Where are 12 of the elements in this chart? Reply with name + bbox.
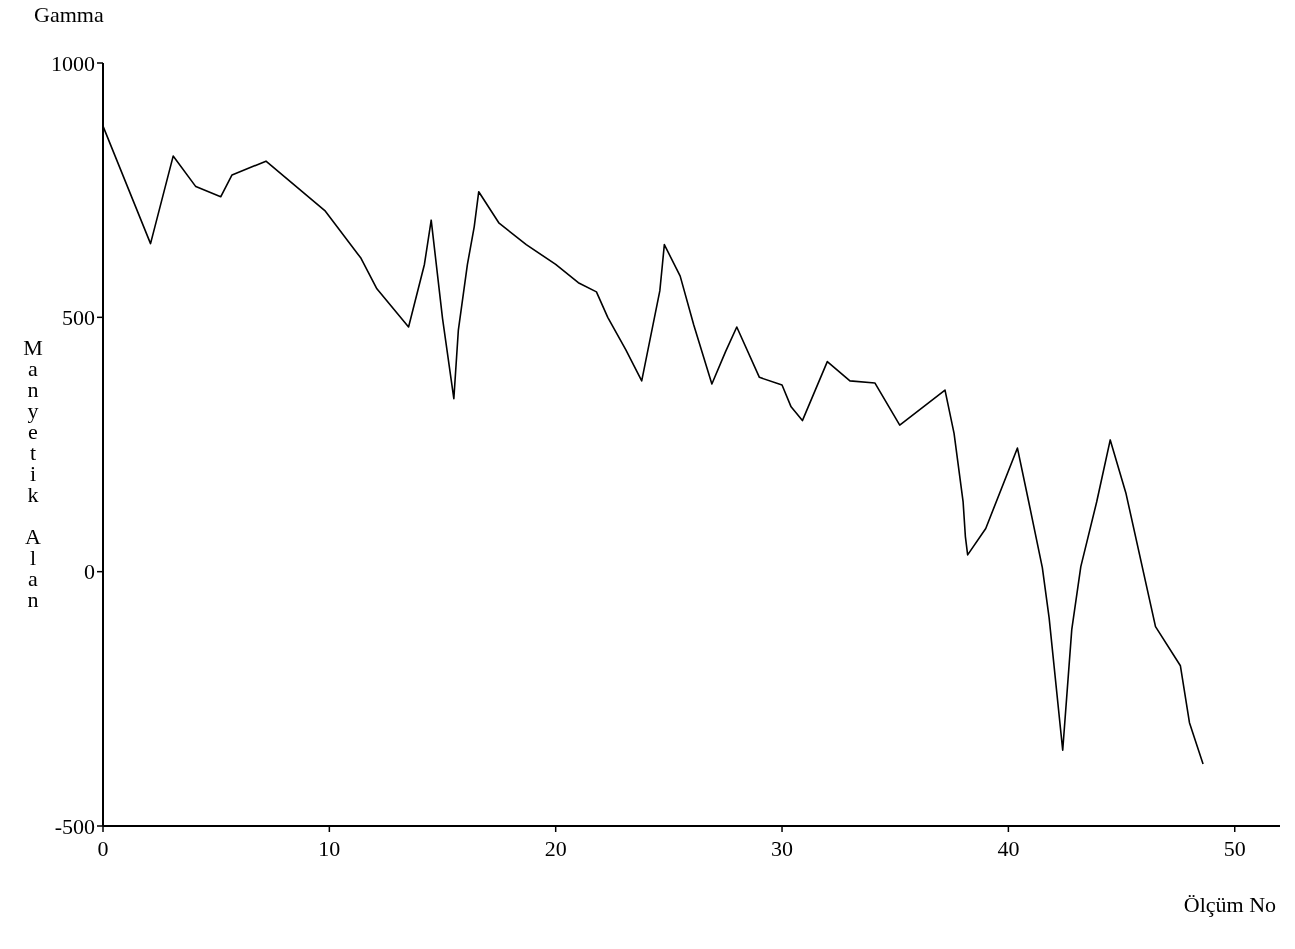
- x-tick-label: 10: [318, 836, 341, 861]
- x-tick-label: 30: [771, 836, 794, 861]
- y-tick-label: 500: [62, 305, 95, 331]
- x-tick-label: 40: [997, 836, 1020, 861]
- y-tick-label: 1000: [51, 50, 95, 76]
- x-axis-title: Ölçüm No: [1183, 892, 1277, 917]
- x-tick-label: 50: [1223, 836, 1246, 861]
- y-tick-label: 0: [84, 559, 95, 585]
- text: Manyetik Alan: [23, 335, 43, 612]
- y-tick-label: -500: [54, 813, 95, 839]
- text: Gamma: [34, 2, 104, 27]
- x-tick-label: 20: [544, 836, 567, 861]
